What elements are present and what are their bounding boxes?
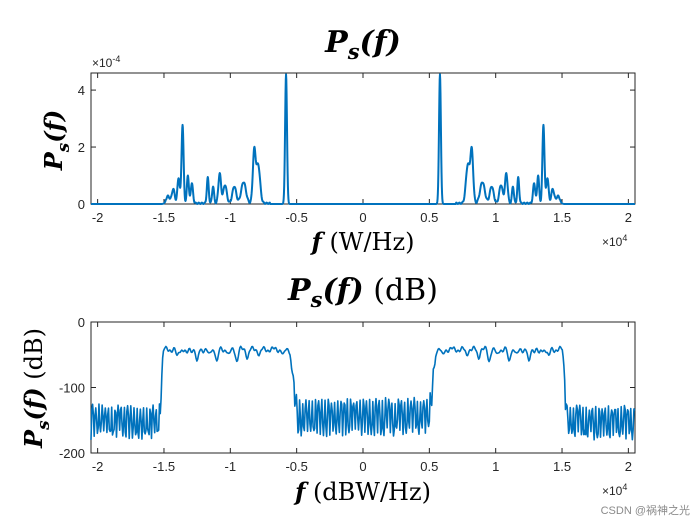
- y-tick-label: -100: [59, 381, 85, 396]
- x-tick-label: -2: [92, 459, 104, 474]
- x-tick-label: -1.5: [153, 210, 175, 225]
- chart-top-ytick-labels: 0 2 4: [78, 83, 85, 212]
- x-tick-label: 0: [359, 459, 366, 474]
- x-tick-label: 1.5: [553, 459, 571, 474]
- chart-bottom-xtick-labels: -2 -1.5 -1 -0.5 0 0.5 1 1.5 2: [92, 459, 632, 474]
- y-tick-label: 0: [78, 315, 85, 330]
- y-tick-label: 2: [78, 140, 85, 155]
- chart-top-title: Ps(f): [324, 25, 401, 64]
- chart-bottom: Ps(f) (dB) -2 -1.5 -1 -0.5 0 0.5 1 1.5 2 -200 -10…: [19, 273, 636, 506]
- x-tick-label: -1.5: [153, 459, 175, 474]
- x-tick-label: -1: [225, 210, 237, 225]
- chart-bottom-axes-box: [90, 321, 636, 454]
- x-tick-label: -0.5: [285, 459, 307, 474]
- chart-top-x-multiplier: ×104: [602, 233, 627, 249]
- chart-bottom-series-line: [90, 345, 636, 441]
- chart-bottom-ylabel: Ps(f) (dB): [19, 328, 53, 449]
- chart-bottom-x-multiplier: ×104: [602, 482, 627, 498]
- chart-bottom-xlabel: f (dBW/Hz): [293, 477, 431, 506]
- x-tick-label: 0.5: [420, 210, 438, 225]
- x-tick-label: -0.5: [285, 210, 307, 225]
- chart-top-series-line: [90, 73, 636, 205]
- x-tick-label: 1: [492, 459, 499, 474]
- y-tick-label: 4: [78, 83, 85, 98]
- y-tick-label: 0: [78, 197, 85, 212]
- x-tick-label: -2: [92, 210, 104, 225]
- chart-top-axes-box: [90, 72, 636, 205]
- x-tick-label: 1.5: [553, 210, 571, 225]
- chart-top-ylabel: Ps(f): [39, 110, 73, 172]
- x-tick-label: 1: [492, 210, 499, 225]
- y-tick-label: -200: [59, 446, 85, 461]
- chart-top: Ps(f) ×10-4 -2 -1.5 -1 -0.5 0 0.5 1 1.5 2 0 2 4 ×1…: [39, 25, 636, 256]
- chart-top-xlabel: f (W/Hz): [309, 227, 414, 256]
- x-tick-label: 2: [625, 210, 632, 225]
- x-tick-label: 2: [625, 459, 632, 474]
- chart-bottom-title: Ps(f) (dB): [287, 273, 438, 312]
- chart-bottom-ticks: [91, 321, 635, 454]
- chart-top-y-multiplier: ×10-4: [92, 54, 120, 70]
- watermark: CSDN @祸神之光: [601, 503, 690, 517]
- chart-bottom-ytick-labels: -200 -100 0: [59, 315, 85, 461]
- x-tick-label: 0: [359, 210, 366, 225]
- chart-top-xtick-labels: -2 -1.5 -1 -0.5 0 0.5 1 1.5 2: [92, 210, 632, 225]
- x-tick-label: -1: [225, 459, 237, 474]
- x-tick-label: 0.5: [420, 459, 438, 474]
